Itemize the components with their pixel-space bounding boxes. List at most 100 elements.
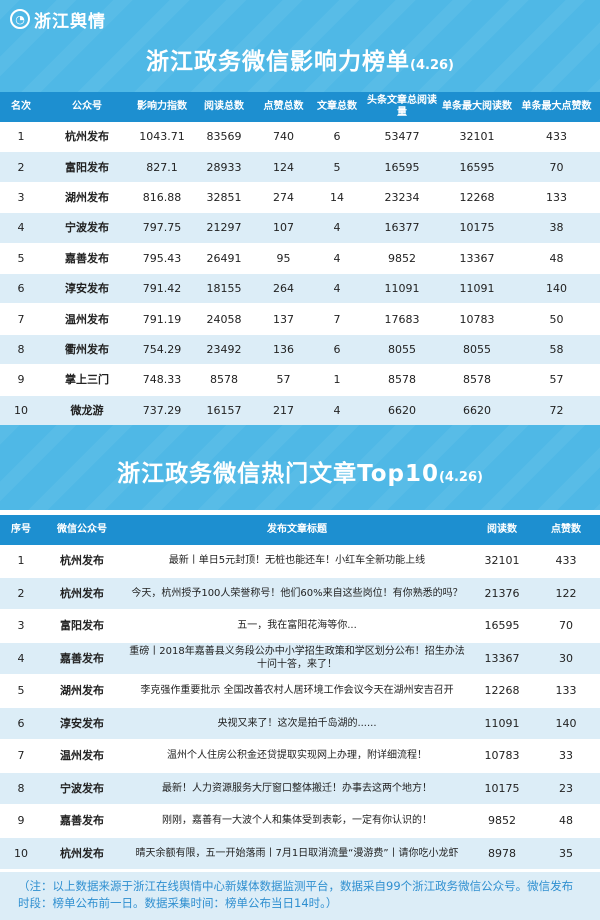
table-cell: 748.33 xyxy=(132,364,192,396)
logo-text: 浙江舆情 xyxy=(34,11,106,32)
table-cell: 754.29 xyxy=(132,334,192,366)
table-cell: 57 xyxy=(513,364,600,396)
table-cell: 83569 xyxy=(192,122,256,153)
ranking-row[interactable]: 6 淳安发布 791.42 18155 264 4 11091 11091 140 xyxy=(0,273,600,305)
table-cell: 11091 xyxy=(363,273,441,305)
table-cell: 7 xyxy=(0,303,42,335)
article-row[interactable]: 6 淳安发布 央视又来了！这次是拍千岛湖的...... 11091 140 xyxy=(0,707,600,740)
table-cell: 136 xyxy=(256,334,311,366)
column-header: 单条最大阅读数 xyxy=(441,92,513,122)
table-cell: 70 xyxy=(513,151,600,183)
table-cell: 湖州发布 xyxy=(42,182,132,214)
table-cell: 30 xyxy=(532,642,600,675)
column-header: 阅读总数 xyxy=(192,92,256,122)
table-cell: 10175 xyxy=(441,212,513,244)
table-cell: 23 xyxy=(532,772,600,805)
table-cell: 11091 xyxy=(472,707,532,740)
article-row[interactable]: 10 杭州发布 晴天余额有限，五一开始落雨丨7月1日取消流量“漫游费”丨请你吃小龙虾… xyxy=(0,837,600,870)
table-cell: 32101 xyxy=(472,545,532,578)
table-cell: 133 xyxy=(532,674,600,708)
article-row[interactable]: 1 杭州发布 最新丨单日5元封顶！无桩也能还车！小红车全新功能上线 32101 433 xyxy=(0,545,600,578)
table-cell: 264 xyxy=(256,273,311,305)
table-cell: 21376 xyxy=(472,577,532,610)
table-cell: 央视又来了！这次是拍千岛湖的...... xyxy=(122,707,472,740)
table-cell: 嘉善发布 xyxy=(42,642,122,675)
table-cell: 6 xyxy=(0,273,42,305)
table-cell: 五一，我在富阳花海等你... xyxy=(122,609,472,643)
column-header: 点赞总数 xyxy=(256,92,311,122)
ranking-row[interactable]: 9 掌上三门 748.33 8578 57 1 8578 8578 57 xyxy=(0,364,600,396)
ranking-row[interactable]: 10 微龙游 737.29 16157 217 4 6620 6620 72 xyxy=(0,395,600,426)
table-cell: 50 xyxy=(513,303,600,335)
table-cell: 10 xyxy=(0,395,42,426)
table-cell: 9852 xyxy=(363,243,441,274)
table-cell: 16595 xyxy=(472,609,532,643)
table-cell: 嘉善发布 xyxy=(42,243,132,274)
table-cell: 23234 xyxy=(363,182,441,214)
table-cell: 掌上三门 xyxy=(42,364,132,396)
ranking-row[interactable]: 4 宁波发布 797.75 21297 107 4 16377 10175 38 xyxy=(0,212,600,244)
table-cell: 宁波发布 xyxy=(42,212,132,244)
table-cell: 杭州发布 xyxy=(42,122,132,153)
table-cell: 1 xyxy=(0,122,42,153)
ranking-row[interactable]: 1 杭州发布 1043.71 83569 740 6 53477 32101 433 xyxy=(0,122,600,153)
article-row[interactable]: 8 宁波发布 最新！人力资源服务大厅窗口整体搬迁！办事去这两个地方！ 10175 23 xyxy=(0,772,600,805)
table-cell: 137 xyxy=(256,303,311,335)
ranking-row[interactable]: 8 衢州发布 754.29 23492 136 6 8055 8055 58 xyxy=(0,334,600,366)
table-cell: 58 xyxy=(513,334,600,366)
table-cell: 16595 xyxy=(441,151,513,183)
table-cell: 宁波发布 xyxy=(42,772,122,805)
articles-table: 序号 微信公众号 发布文章标题 阅读数 点赞数 1 杭州发布 最新丨单日5元封顶！无桩也能还… xyxy=(0,515,600,870)
table-cell: 杭州发布 xyxy=(42,577,122,610)
ranking-row[interactable]: 3 湖州发布 816.88 32851 274 14 23234 12268 133 xyxy=(0,182,600,214)
ranking-title-text: 浙江政务微信影响力榜单 xyxy=(146,49,411,75)
table-cell: 6 xyxy=(0,707,42,740)
articles-title: 浙江政务微信热门文章Top10(4.26) xyxy=(0,454,600,488)
table-cell: 107 xyxy=(256,212,311,244)
ranking-row[interactable]: 7 温州发布 791.19 24058 137 7 17683 10783 50 xyxy=(0,303,600,335)
table-cell: 57 xyxy=(256,364,311,396)
article-row[interactable]: 5 湖州发布 李克强作重要批示 全国改善农村人居环境工作会议今天在湖州安吉召开 122… xyxy=(0,674,600,708)
table-cell: 衢州发布 xyxy=(42,334,132,366)
table-cell: 5 xyxy=(0,674,42,708)
ranking-row[interactable]: 2 富阳发布 827.1 28933 124 5 16595 16595 70 xyxy=(0,151,600,183)
table-cell: 32851 xyxy=(192,182,256,214)
table-cell: 38 xyxy=(513,212,600,244)
table-cell: 95 xyxy=(256,243,311,274)
table-cell: 33 xyxy=(532,739,600,773)
table-cell: 9852 xyxy=(472,804,532,838)
table-cell: 122 xyxy=(532,577,600,610)
article-row[interactable]: 4 嘉善发布 重磅丨2018年嘉善县义务段公办中小学招生政策和学区划分公布！招生办法… xyxy=(0,642,600,675)
ranking-row[interactable]: 5 嘉善发布 795.43 26491 95 4 9852 13367 48 xyxy=(0,243,600,274)
article-row[interactable]: 7 温州发布 温州个人住房公积金还贷提取实现网上办理，附详细流程！ 10783 33 xyxy=(0,739,600,773)
table-cell: 4 xyxy=(0,212,42,244)
table-cell: 7 xyxy=(0,739,42,773)
article-row[interactable]: 2 杭州发布 今天，杭州授予100人荣誉称号！他们60%来自这些岗位！有你熟悉的吗？… xyxy=(0,577,600,610)
table-cell: 2 xyxy=(0,577,42,610)
table-cell: 740 xyxy=(256,122,311,153)
table-cell: 791.19 xyxy=(132,303,192,335)
articles-title-text: 浙江政务微信热门文章Top10 xyxy=(117,461,439,487)
table-cell: 12268 xyxy=(441,182,513,214)
table-cell: 791.42 xyxy=(132,273,192,305)
column-header: 公众号 xyxy=(42,92,132,122)
table-cell: 24058 xyxy=(192,303,256,335)
table-cell: 李克强作重要批示 全国改善农村人居环境工作会议今天在湖州安吉召开 xyxy=(122,674,472,708)
table-cell: 737.29 xyxy=(132,395,192,426)
table-cell: 微龙游 xyxy=(42,395,132,426)
article-row[interactable]: 3 富阳发布 五一，我在富阳花海等你... 16595 70 xyxy=(0,609,600,643)
footnote: （注：以上数据来源于浙江在线舆情中心新媒体数据监测平台，数据采自99个浙江政务微… xyxy=(0,872,600,920)
table-cell: 10 xyxy=(0,837,42,870)
table-cell: 8055 xyxy=(363,334,441,366)
table-cell: 797.75 xyxy=(132,212,192,244)
table-cell: 1 xyxy=(0,545,42,578)
table-cell: 富阳发布 xyxy=(42,151,132,183)
column-header: 影响力指数 xyxy=(132,92,192,122)
column-header: 单条最大点赞数 xyxy=(513,92,600,122)
article-row[interactable]: 9 嘉善发布 刚刚，嘉善有一大波个人和集体受到表彰，一定有你认识的！ 9852 48 xyxy=(0,804,600,838)
table-cell: 3 xyxy=(0,609,42,643)
table-cell: 8 xyxy=(0,334,42,366)
articles-date: (4.26) xyxy=(438,470,483,485)
table-cell: 4 xyxy=(311,273,363,305)
table-cell: 133 xyxy=(513,182,600,214)
